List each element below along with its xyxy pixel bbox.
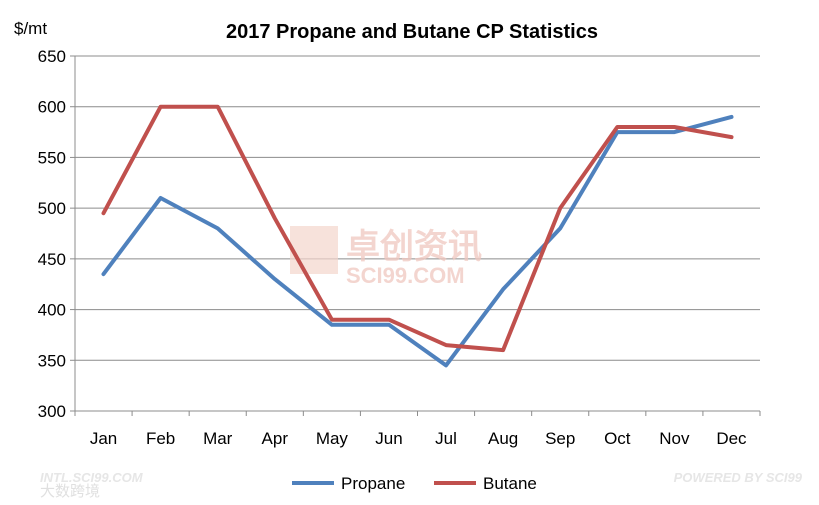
y-tick-label-450: 450 <box>38 250 66 269</box>
y-tick-label-350: 350 <box>38 351 66 370</box>
watermark-logo <box>290 226 338 274</box>
y-tick-label-550: 550 <box>38 148 66 167</box>
series-lines <box>101 104 734 368</box>
y-tick-label-600: 600 <box>38 98 66 117</box>
x-tick-label-jun: Jun <box>375 429 402 448</box>
footer-right: POWERED BY SCI99 <box>674 470 803 485</box>
chart-title: 2017 Propane and Butane CP Statistics <box>226 21 598 43</box>
y-axis-unit: $/mt <box>14 19 47 38</box>
y-tick-label-400: 400 <box>38 301 66 320</box>
x-tick-label-nov: Nov <box>659 429 690 448</box>
x-tick-label-oct: Oct <box>604 429 631 448</box>
x-axis <box>74 56 761 416</box>
x-tick-label-sep: Sep <box>545 429 575 448</box>
legend: Propane Butane <box>292 474 537 493</box>
x-tick-label-jan: Jan <box>90 429 117 448</box>
watermark: 卓创资讯 SCI99.COM <box>290 226 482 288</box>
x-tick-label-jul: Jul <box>435 429 457 448</box>
y-tick-label-500: 500 <box>38 199 66 218</box>
y-tick-labels: 300 350 400 450 500 550 600 650 <box>38 47 75 421</box>
series-line-butane <box>101 104 734 353</box>
legend-label-propane: Propane <box>341 474 405 493</box>
x-tick-label-apr: Apr <box>262 429 289 448</box>
footer-left-brand: 大数跨境 <box>40 482 100 500</box>
x-tick-label-feb: Feb <box>146 429 175 448</box>
x-tick-label-mar: Mar <box>203 429 233 448</box>
legend-label-butane: Butane <box>483 474 537 493</box>
x-tick-label-aug: Aug <box>488 429 518 448</box>
watermark-sub: SCI99.COM <box>346 263 465 288</box>
x-tick-labels: Jan Feb Mar Apr May Jun Jul Aug Sep Oct Nov Dec <box>90 429 747 448</box>
x-tick-label-may: May <box>316 429 349 448</box>
y-tick-label-650: 650 <box>38 47 66 66</box>
y-tick-label-300: 300 <box>38 402 66 421</box>
series-line-propane <box>101 114 734 368</box>
footer-left-url: INTL.SCI99.COM <box>40 470 144 485</box>
watermark-text: 卓创资讯 <box>346 228 482 266</box>
x-tick-label-dec: Dec <box>716 429 747 448</box>
